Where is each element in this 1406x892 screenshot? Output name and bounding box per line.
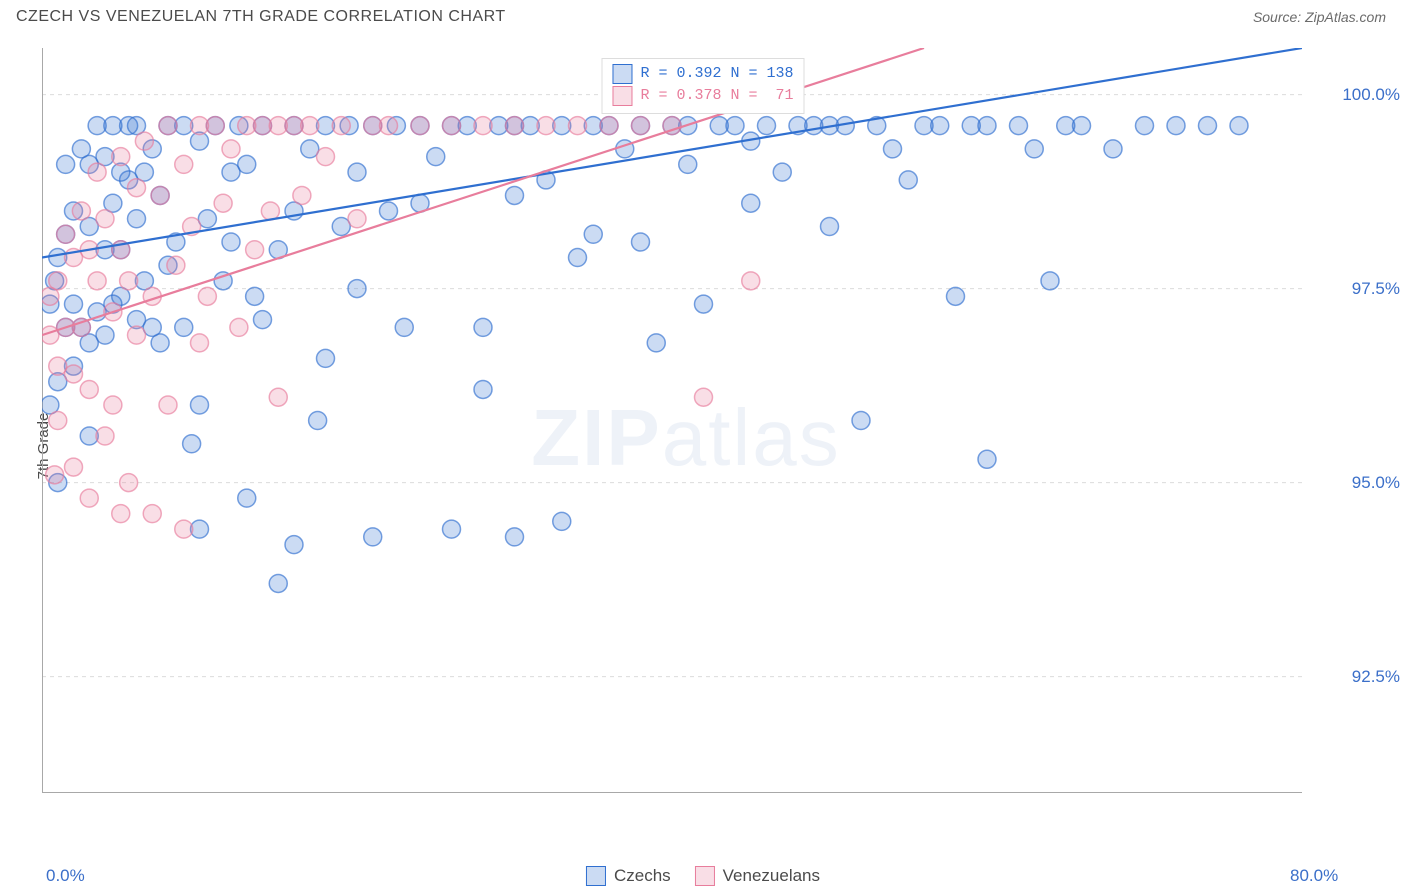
legend-swatch-icon bbox=[695, 866, 715, 886]
correlation-legend: R = 0.392 N = 138R = 0.378 N = 71 bbox=[601, 58, 804, 114]
legend-stat-text: R = 0.378 N = 71 bbox=[640, 85, 793, 107]
legend-swatch-icon bbox=[612, 86, 632, 106]
chart-container: ZIPatlas bbox=[42, 48, 1330, 828]
legend-swatch-icon bbox=[612, 64, 632, 84]
y-tick-label: 97.5% bbox=[1352, 279, 1400, 299]
x-axis-min-label: 0.0% bbox=[46, 866, 85, 886]
chart-title: CZECH VS VENEZUELAN 7TH GRADE CORRELATIO… bbox=[16, 8, 506, 26]
legend-series-label: Czechs bbox=[614, 866, 671, 886]
legend-swatch-icon bbox=[586, 866, 606, 886]
source-label: Source: ZipAtlas.com bbox=[1253, 9, 1386, 25]
x-axis-max-label: 80.0% bbox=[1290, 866, 1338, 886]
series-legend: Czechs Venezuelans bbox=[586, 866, 820, 886]
legend-bottom-item-czechs: Czechs bbox=[586, 866, 671, 886]
y-tick-label: 100.0% bbox=[1342, 85, 1400, 105]
legend-stat-text: R = 0.392 N = 138 bbox=[640, 63, 793, 85]
y-tick-label: 95.0% bbox=[1352, 473, 1400, 493]
legend-row-venezuelans: R = 0.378 N = 71 bbox=[612, 85, 793, 107]
legend-row-czechs: R = 0.392 N = 138 bbox=[612, 63, 793, 85]
legend-bottom-item-venezuelans: Venezuelans bbox=[695, 866, 820, 886]
scatter-chart bbox=[42, 48, 1302, 793]
legend-series-label: Venezuelans bbox=[723, 866, 820, 886]
y-tick-label: 92.5% bbox=[1352, 667, 1400, 687]
